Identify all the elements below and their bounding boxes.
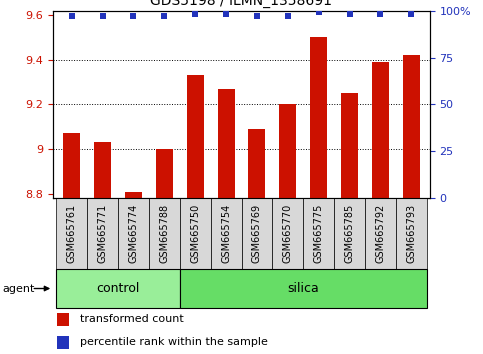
Bar <box>56 269 180 308</box>
Text: GSM665785: GSM665785 <box>344 204 355 263</box>
Point <box>377 12 384 17</box>
Text: GSM665761: GSM665761 <box>67 204 77 263</box>
Point <box>408 12 415 17</box>
Bar <box>372 62 389 198</box>
Bar <box>56 198 87 269</box>
Bar <box>180 198 211 269</box>
Bar <box>180 269 427 308</box>
Bar <box>94 142 111 198</box>
Text: silica: silica <box>287 282 319 295</box>
Bar <box>125 192 142 198</box>
Text: agent: agent <box>2 284 35 293</box>
Bar <box>217 89 235 198</box>
Text: GSM665775: GSM665775 <box>313 204 324 263</box>
Point <box>222 12 230 17</box>
Bar <box>396 198 427 269</box>
Text: GSM665771: GSM665771 <box>98 204 108 263</box>
Bar <box>248 129 266 198</box>
Bar <box>118 198 149 269</box>
Point <box>253 13 261 19</box>
Text: GSM665788: GSM665788 <box>159 204 170 263</box>
Point <box>160 13 168 19</box>
Bar <box>149 198 180 269</box>
Point <box>284 13 292 19</box>
Text: GSM665793: GSM665793 <box>406 204 416 263</box>
Bar <box>63 133 80 198</box>
Text: GSM665774: GSM665774 <box>128 204 139 263</box>
Text: GSM665754: GSM665754 <box>221 204 231 263</box>
Text: control: control <box>96 282 140 295</box>
Bar <box>211 198 242 269</box>
Text: GSM665792: GSM665792 <box>375 204 385 263</box>
Bar <box>334 198 365 269</box>
Bar <box>303 198 334 269</box>
Point <box>346 12 354 17</box>
Bar <box>156 149 173 198</box>
Bar <box>310 38 327 198</box>
Point <box>99 13 106 19</box>
Bar <box>403 55 420 198</box>
Bar <box>57 313 70 326</box>
Title: GDS5198 / ILMN_1358691: GDS5198 / ILMN_1358691 <box>151 0 332 8</box>
Text: percentile rank within the sample: percentile rank within the sample <box>80 337 268 348</box>
Bar <box>242 198 272 269</box>
Bar <box>87 198 118 269</box>
Bar <box>279 104 296 198</box>
Text: GSM665750: GSM665750 <box>190 204 200 263</box>
Point <box>68 13 75 19</box>
Text: transformed count: transformed count <box>80 314 183 325</box>
Bar <box>57 336 70 349</box>
Bar <box>272 198 303 269</box>
Bar <box>341 93 358 198</box>
Bar <box>187 75 204 198</box>
Text: GSM665770: GSM665770 <box>283 204 293 263</box>
Point <box>315 10 323 15</box>
Text: GSM665769: GSM665769 <box>252 204 262 263</box>
Point <box>191 12 199 17</box>
Bar <box>365 198 396 269</box>
Point <box>129 13 137 19</box>
